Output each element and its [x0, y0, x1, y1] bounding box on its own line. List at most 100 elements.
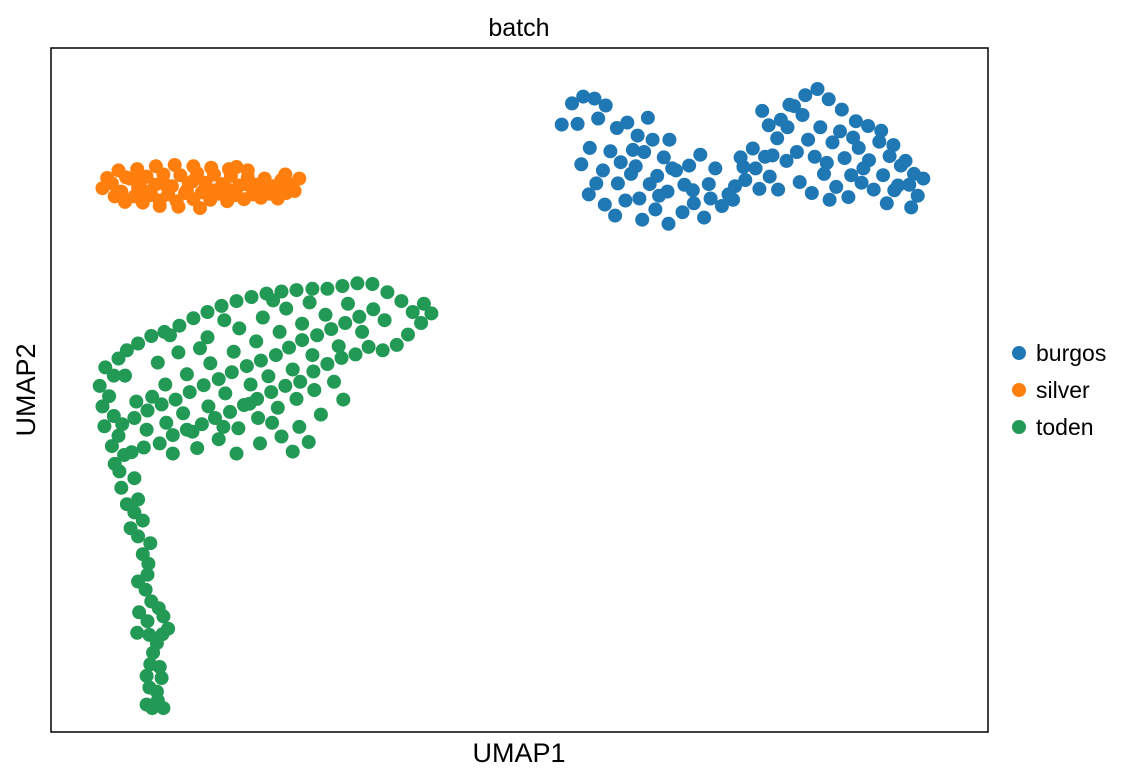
point-toden: [193, 341, 207, 356]
point-burgos: [598, 98, 613, 113]
point-toden: [165, 428, 180, 443]
point-toden: [307, 383, 322, 397]
point-toden: [214, 298, 229, 313]
point-burgos: [645, 132, 660, 147]
point-burgos: [904, 200, 919, 215]
point-toden: [244, 290, 259, 304]
point-toden: [139, 668, 154, 683]
point-toden: [305, 348, 320, 363]
point-burgos: [821, 92, 836, 107]
point-burgos: [879, 196, 894, 211]
point-burgos: [632, 191, 647, 206]
point-toden: [361, 339, 376, 354]
point-toden: [226, 344, 241, 359]
point-toden: [158, 377, 173, 392]
point-burgos: [733, 150, 748, 165]
point-burgos: [595, 163, 610, 178]
point-toden: [139, 422, 154, 437]
point-burgos: [770, 131, 785, 146]
point-toden: [200, 330, 215, 345]
point-burgos: [902, 177, 917, 192]
point-toden: [185, 424, 200, 439]
point-toden: [324, 322, 339, 337]
point-burgos: [581, 187, 596, 202]
point-burgos: [782, 97, 797, 112]
point-burgos: [874, 123, 889, 138]
point-toden: [114, 480, 129, 495]
point-burgos: [833, 124, 847, 139]
point-silver: [167, 158, 182, 172]
point-toden: [320, 281, 335, 296]
point-burgos: [708, 161, 723, 176]
point-burgos: [675, 205, 690, 220]
point-toden: [102, 389, 117, 404]
point-burgos: [656, 150, 671, 165]
point-silver: [148, 159, 163, 174]
point-burgos: [554, 117, 569, 132]
point-toden: [163, 328, 177, 343]
point-toden: [251, 411, 266, 425]
point-burgos: [872, 134, 887, 149]
point-burgos: [650, 168, 665, 183]
point-toden: [208, 411, 222, 425]
point-toden: [154, 671, 169, 685]
point-toden: [111, 428, 126, 443]
point-toden: [217, 313, 232, 328]
point-toden: [143, 536, 158, 551]
point-toden: [154, 397, 169, 412]
point-toden: [293, 374, 308, 389]
point-toden: [123, 521, 138, 536]
point-toden: [285, 444, 300, 459]
point-toden: [149, 684, 164, 699]
point-burgos: [648, 202, 663, 217]
point-burgos: [854, 175, 869, 190]
point-toden: [350, 276, 365, 291]
point-burgos: [665, 161, 680, 176]
point-toden: [196, 378, 211, 393]
point-toden: [327, 374, 341, 389]
point-silver: [134, 173, 148, 187]
point-burgos: [574, 157, 589, 172]
point-toden: [171, 345, 186, 360]
point-toden: [282, 340, 296, 355]
point-toden: [416, 296, 431, 311]
legend-marker-silver: [1012, 383, 1026, 397]
point-toden: [285, 362, 300, 377]
point-burgos: [608, 208, 623, 223]
point-toden: [130, 625, 145, 640]
point-toden: [414, 316, 429, 330]
point-toden: [424, 306, 439, 321]
point-burgos: [591, 111, 606, 126]
point-burgos: [755, 103, 770, 118]
point-toden: [229, 294, 244, 309]
point-burgos: [685, 183, 700, 198]
point-burgos: [761, 118, 776, 133]
point-toden: [289, 283, 304, 298]
point-silver: [185, 174, 200, 189]
point-toden: [216, 419, 231, 434]
legend-label-burgos: burgos: [1036, 340, 1106, 366]
point-toden: [224, 365, 239, 380]
point-toden: [242, 396, 257, 411]
point-burgos: [841, 190, 856, 205]
legend-label-silver: silver: [1036, 377, 1090, 403]
point-silver: [119, 170, 133, 185]
point-toden: [239, 359, 254, 374]
point-silver: [287, 184, 302, 198]
point-burgos: [597, 197, 612, 212]
point-toden: [295, 316, 310, 331]
point-burgos: [686, 196, 701, 211]
legend-marker-toden: [1012, 420, 1026, 434]
point-burgos: [603, 144, 618, 159]
point-toden: [270, 400, 285, 415]
y-axis-label: UMAP2: [11, 343, 41, 436]
point-toden: [200, 305, 215, 319]
point-burgos: [576, 89, 591, 104]
point-toden: [201, 399, 216, 414]
point-silver: [171, 199, 186, 214]
plot-frame: [50, 47, 989, 733]
point-toden: [306, 364, 321, 379]
point-burgos: [886, 138, 901, 153]
point-burgos: [762, 169, 777, 184]
